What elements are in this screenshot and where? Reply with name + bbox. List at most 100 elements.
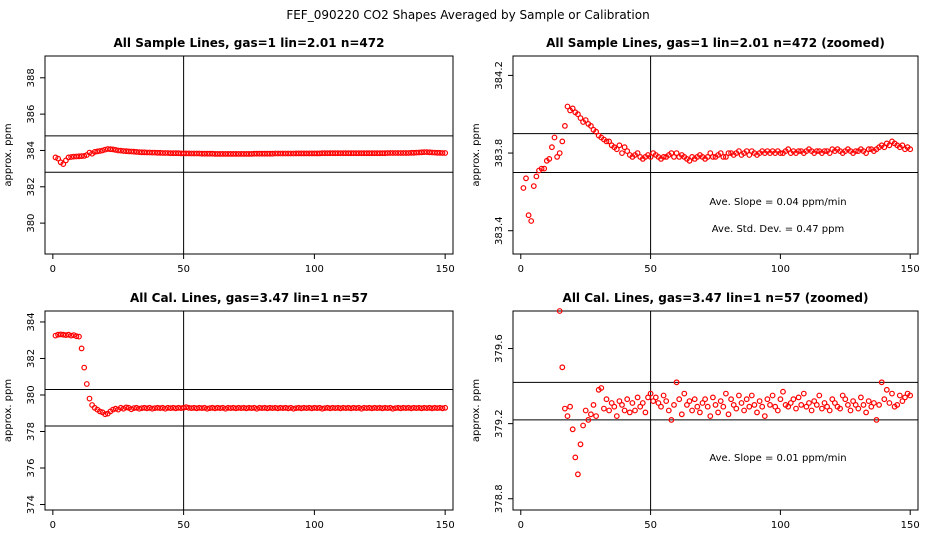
data-point	[267, 150, 273, 157]
data-point	[321, 150, 328, 157]
y-tick-label: 379.2	[494, 409, 505, 438]
data-point	[382, 150, 388, 157]
x-tick-label: 150	[436, 264, 455, 275]
data-point	[337, 405, 344, 412]
data-point	[665, 407, 672, 414]
y-tick-label: 384.2	[494, 61, 505, 90]
data-point	[899, 398, 906, 405]
plot-frame	[44, 55, 454, 255]
data-point	[886, 142, 893, 149]
data-point	[259, 405, 266, 412]
data-point	[803, 403, 810, 410]
data-point	[416, 149, 422, 156]
data-point	[418, 149, 425, 156]
y-tick-label: 380	[26, 385, 37, 404]
data-point	[530, 183, 537, 190]
data-point	[616, 142, 623, 149]
data-point	[251, 404, 258, 411]
data-point	[686, 398, 693, 405]
data-point	[133, 148, 140, 155]
data-point	[70, 153, 77, 160]
data-point	[196, 150, 203, 157]
data-point	[355, 150, 362, 157]
data-point	[655, 400, 662, 406]
data-point	[538, 165, 545, 172]
x-tick-label: 0	[50, 264, 56, 275]
data-point	[663, 398, 670, 405]
data-point	[754, 409, 760, 416]
data-point	[423, 149, 430, 156]
data-point	[639, 400, 646, 406]
x-tick-label: 150	[901, 520, 920, 531]
data-point	[285, 150, 292, 157]
data-point	[287, 150, 294, 157]
panel-title: All Cal. Lines, gas=3.47 lin=1 n=57 (zoo…	[563, 291, 869, 305]
panel-title: All Sample Lines, gas=1 lin=2.01 n=472	[114, 36, 385, 50]
data-point	[907, 146, 914, 153]
data-point	[52, 332, 59, 339]
data-point	[442, 150, 449, 156]
data-point	[167, 150, 174, 157]
data-point	[850, 398, 856, 405]
data-point	[619, 150, 625, 157]
data-point	[889, 390, 895, 397]
data-point	[865, 146, 872, 153]
y-tick-label: 382	[26, 177, 37, 196]
data-point	[673, 379, 680, 386]
x-tick-label: 150	[901, 264, 920, 275]
x-tick-label: 100	[771, 520, 790, 531]
data-point	[335, 404, 341, 411]
data-point	[684, 402, 690, 408]
data-point	[658, 403, 664, 410]
data-point	[243, 150, 250, 157]
data-point	[371, 150, 378, 157]
data-point	[598, 385, 605, 391]
data-point	[117, 404, 124, 411]
data-point	[616, 398, 623, 405]
data-point	[290, 150, 297, 157]
data-point	[668, 417, 675, 423]
data-point	[423, 405, 430, 412]
data-point	[144, 405, 150, 412]
data-point	[421, 404, 428, 411]
data-point	[104, 146, 111, 152]
data-points	[52, 146, 449, 168]
data-point	[811, 398, 818, 405]
data-point	[232, 150, 239, 157]
data-point	[206, 405, 213, 412]
data-point	[408, 405, 415, 412]
data-points	[556, 308, 914, 478]
data-point	[337, 150, 344, 157]
data-point	[559, 138, 566, 145]
data-point	[795, 148, 802, 155]
data-point	[720, 153, 727, 160]
data-point	[130, 405, 137, 412]
data-point	[562, 405, 568, 412]
data-point	[403, 150, 409, 156]
data-point	[613, 146, 620, 153]
data-point	[780, 388, 786, 395]
data-point	[800, 390, 807, 397]
data-point	[81, 152, 88, 159]
chart-panel-3: All Cal. Lines, gas=3.47 lin=1 n=57 0 50 10…	[3, 291, 455, 531]
data-point	[442, 404, 449, 411]
data-point	[164, 404, 171, 411]
data-point	[154, 149, 161, 156]
data-point	[564, 103, 571, 110]
data-point	[253, 405, 260, 412]
data-point	[314, 405, 320, 412]
data-point	[746, 403, 753, 410]
data-point	[293, 405, 300, 412]
data-point	[881, 144, 888, 151]
data-point	[637, 403, 644, 410]
data-point	[251, 150, 258, 157]
data-point	[55, 155, 61, 162]
data-point	[832, 400, 838, 406]
data-point	[717, 398, 724, 405]
data-point	[873, 417, 880, 423]
data-point	[405, 150, 412, 156]
data-point	[437, 149, 443, 156]
data-point	[860, 402, 867, 408]
data-point	[621, 144, 628, 151]
data-point	[660, 153, 667, 160]
